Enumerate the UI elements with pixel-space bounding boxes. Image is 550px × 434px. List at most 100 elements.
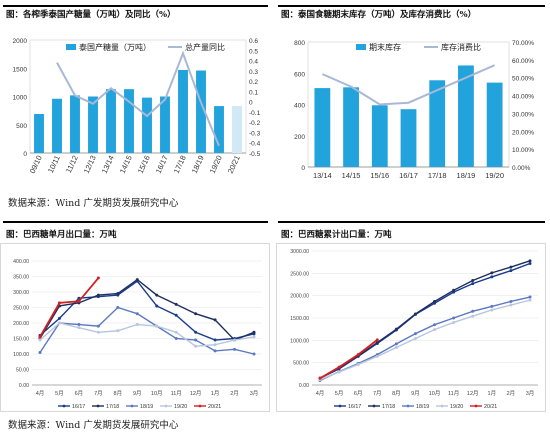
bar [429,80,446,167]
bar [371,105,388,167]
data-point [490,275,494,279]
x-tick-label: 20/21 [226,154,242,175]
bar [52,98,62,153]
x-tick-label: 15/16 [136,154,152,175]
source-note-bottom: 数据来源：Wind 广发期货发展研究中心 [8,420,179,431]
y2-tick-label: 20.00% [512,129,534,136]
y-tick-label: 50.00 [16,368,29,374]
y2-tick-label: 40.00% [512,94,534,101]
y-tick-label: 250.00 [13,306,29,312]
bar [142,97,152,153]
x-tick-label: 19/20 [208,154,224,175]
y2-tick-label: -0.2 [249,120,261,127]
panel3-title: 图：巴西糖单月出口量：万吨 [6,230,117,240]
bar [458,65,474,167]
legend-marker [338,404,342,408]
x-tick-label: 16/17 [154,154,170,175]
y-tick-label: 1500.00 [290,316,309,322]
data-point [116,329,120,333]
data-point [194,344,198,348]
data-point [135,278,139,282]
legend-label-bar: 期末库存 [369,42,401,52]
legend-label-bar: 泰国产糖量（万吨） [79,42,151,52]
y-tick-label: 0 [23,151,27,158]
data-point [77,296,81,300]
data-point [356,353,360,357]
data-point [213,338,217,342]
legend-marker [372,404,376,408]
x-tick-label: 7月 [373,390,382,397]
x-tick-label: 2月 [507,390,516,397]
data-point [213,343,217,347]
y-tick-label: 100.00 [13,352,29,358]
y-tick-label: 300.00 [13,290,29,296]
y2-tick-label: 0 [249,100,253,107]
data-point [252,330,256,334]
panel3-rule [3,221,268,223]
data-point [77,323,81,327]
data-point [318,376,322,380]
data-point [213,349,217,353]
bar [314,88,331,167]
ratio-line [56,50,220,147]
y-tick-label: 0 [301,165,305,172]
data-point [509,265,513,269]
data-point [194,330,198,334]
data-point [57,301,61,305]
x-tick-label: 14/15 [118,154,134,175]
panel4-title: 图：巴西糖累计出口量：万吨 [281,230,392,240]
data-point [77,326,81,330]
data-point [375,354,379,358]
panel4-rule [278,221,545,223]
data-point [528,298,532,302]
x-tick-label: 09/10 [28,154,44,175]
data-point [116,306,120,309]
series-line-17-18 [319,260,531,379]
series-line-19-20 [319,299,531,381]
series-line-16-17 [319,262,531,379]
y-tick-label: 0.00 [19,383,29,389]
x-tick-label: 4月 [36,390,45,397]
data-point [433,328,437,332]
x-tick-label: 6月 [75,390,84,397]
series-line-16-17 [39,280,255,341]
x-tick-label: 6月 [354,390,363,397]
data-point [252,335,256,339]
data-point [96,324,100,328]
y2-tick-label: 10.00% [512,147,534,154]
data-point [375,338,379,342]
data-point [471,309,475,313]
x-tick-label: 18/19 [190,154,206,175]
y-tick-label: 1000.00 [290,338,309,344]
data-point [77,299,81,303]
legend-marker [440,404,444,408]
data-point [394,345,398,349]
data-point [337,365,341,369]
series-line-20-21 [319,339,378,380]
data-point [528,259,532,263]
data-point [471,314,475,318]
chart-border [0,243,270,412]
data-point [394,342,398,346]
x-tick-label: 4月 [316,390,325,397]
y-tick-label: 500 [16,123,27,130]
x-tick-label: 8月 [392,390,401,397]
legend-label: 19/20 [450,404,463,410]
x-tick-label: 15/16 [370,171,389,180]
y2-tick-label: 30.00% [512,111,534,118]
legend-label: 18/19 [140,404,153,410]
data-point [174,330,178,334]
data-point [509,303,513,307]
thailand-inventory-chart: 0 200 400 600 800 0.00% 10.00% 20.00% 30.00% 40.0… [294,40,534,180]
x-tick-label: 14/15 [342,171,361,180]
bar [106,89,116,153]
x-tick-label: 1月 [488,390,497,397]
brazil-cumulative-export-chart: 0.00 500.00 1000.00 1500.00 2000.00 2500.00 30… [276,243,546,412]
y2-tick-label: -0.5 [249,151,261,158]
data-point [57,316,61,320]
y2-tick-label: -0.3 [249,130,261,137]
bar [88,96,98,153]
data-point [233,338,237,342]
y-tick-label: 400 [294,103,305,110]
y2-tick-label: 0.1 [249,89,258,96]
